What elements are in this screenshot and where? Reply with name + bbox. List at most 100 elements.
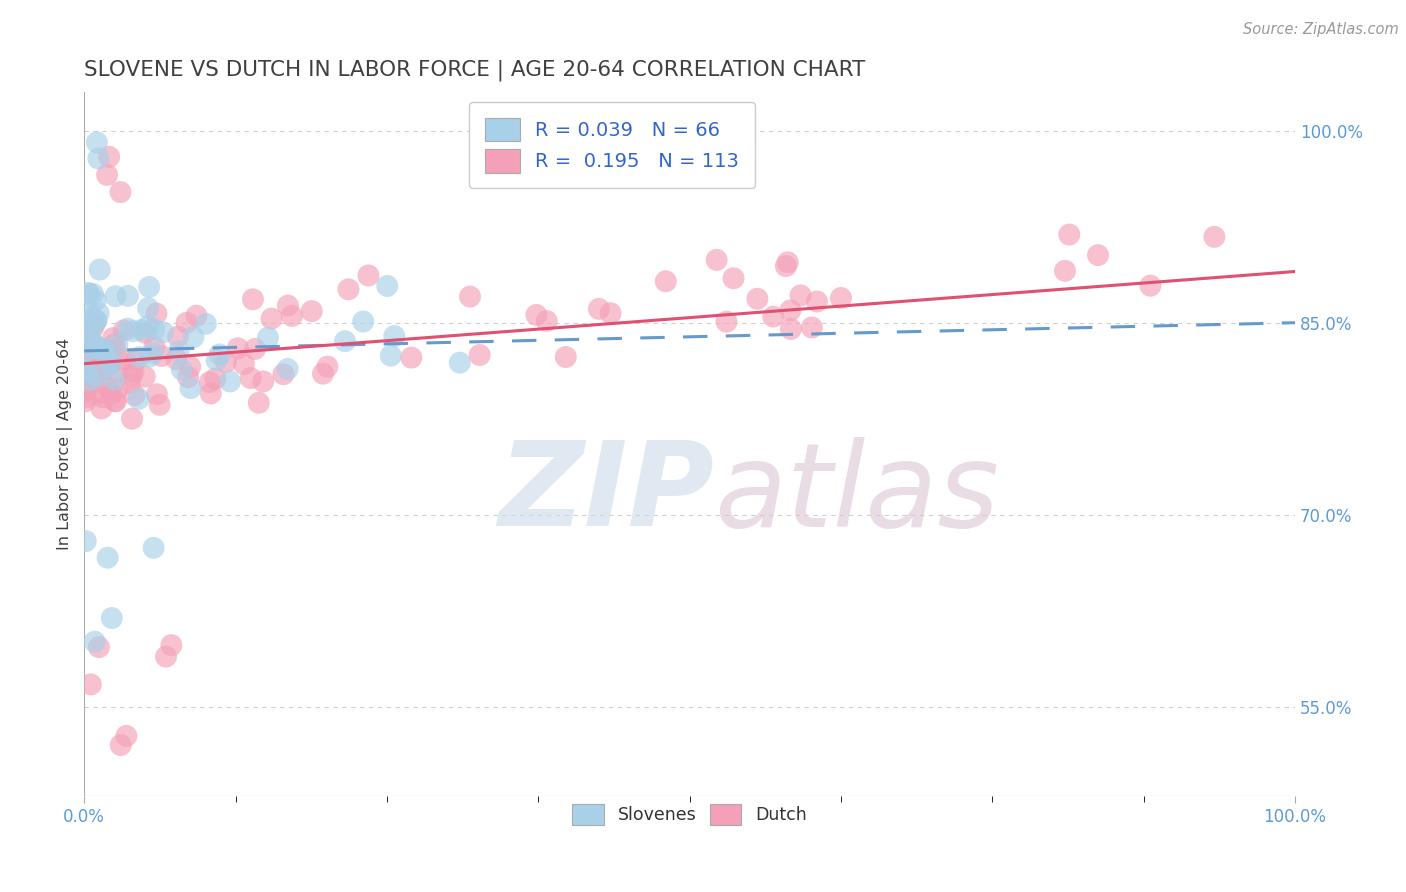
- Point: [120, 376, 142, 390]
- Point: [155, 649, 177, 664]
- Point: [84, 355, 107, 369]
- Text: ZIP: ZIP: [498, 436, 714, 551]
- Point: [179, 381, 201, 395]
- Point: [79, 334, 101, 349]
- Point: [104, 394, 127, 409]
- Point: [1139, 278, 1161, 293]
- Point: [1057, 227, 1080, 242]
- Point: [1204, 230, 1226, 244]
- Point: [524, 308, 547, 322]
- Text: SLOVENE VS DUTCH IN LABOR FORCE | AGE 20-64 CORRELATION CHART: SLOVENE VS DUTCH IN LABOR FORCE | AGE 20…: [84, 60, 866, 81]
- Point: [145, 306, 167, 320]
- Point: [83, 634, 105, 648]
- Point: [75, 343, 97, 358]
- Point: [706, 252, 728, 267]
- Point: [77, 314, 100, 328]
- Point: [80, 355, 103, 369]
- Point: [152, 326, 174, 340]
- Point: [101, 386, 124, 401]
- Point: [114, 352, 136, 367]
- Point: [458, 290, 481, 304]
- Point: [599, 306, 621, 320]
- Point: [257, 331, 280, 345]
- Point: [103, 337, 125, 351]
- Point: [80, 677, 103, 691]
- Point: [90, 401, 112, 416]
- Point: [260, 311, 283, 326]
- Point: [80, 336, 103, 351]
- Point: [105, 364, 128, 378]
- Point: [79, 331, 101, 345]
- Point: [775, 259, 797, 273]
- Point: [98, 357, 121, 371]
- Point: [239, 371, 262, 385]
- Point: [131, 323, 153, 337]
- Point: [312, 367, 335, 381]
- Point: [100, 356, 122, 370]
- Point: [789, 288, 811, 302]
- Point: [166, 352, 188, 367]
- Point: [780, 322, 803, 336]
- Point: [97, 352, 120, 367]
- Point: [183, 330, 205, 344]
- Point: [136, 301, 159, 315]
- Point: [86, 313, 108, 327]
- Point: [468, 348, 491, 362]
- Point: [89, 385, 111, 400]
- Point: [83, 358, 105, 372]
- Point: [208, 347, 231, 361]
- Text: Source: ZipAtlas.com: Source: ZipAtlas.com: [1243, 22, 1399, 37]
- Point: [252, 375, 274, 389]
- Text: atlas: atlas: [714, 437, 998, 550]
- Point: [149, 398, 172, 412]
- Point: [232, 357, 254, 371]
- Point: [79, 373, 101, 387]
- Point: [138, 280, 160, 294]
- Point: [243, 342, 266, 356]
- Point: [146, 387, 169, 401]
- Point: [747, 292, 769, 306]
- Point: [84, 342, 107, 356]
- Point: [128, 392, 150, 406]
- Point: [124, 388, 146, 402]
- Point: [122, 365, 145, 379]
- Point: [380, 349, 402, 363]
- Point: [104, 289, 127, 303]
- Point: [77, 285, 100, 300]
- Point: [75, 376, 97, 391]
- Point: [382, 329, 405, 343]
- Point: [143, 340, 166, 354]
- Point: [226, 341, 249, 355]
- Point: [96, 168, 118, 182]
- Point: [150, 349, 173, 363]
- Point: [333, 334, 356, 349]
- Point: [76, 364, 98, 378]
- Point: [80, 354, 103, 368]
- Point: [143, 322, 166, 336]
- Point: [104, 343, 127, 358]
- Point: [138, 350, 160, 364]
- Point: [554, 350, 576, 364]
- Point: [375, 279, 398, 293]
- Point: [98, 150, 121, 164]
- Point: [91, 367, 114, 381]
- Point: [830, 291, 852, 305]
- Point: [87, 640, 110, 655]
- Legend: Slovenes, Dutch: Slovenes, Dutch: [564, 795, 815, 833]
- Point: [89, 366, 111, 380]
- Point: [167, 344, 190, 359]
- Point: [167, 329, 190, 343]
- Point: [124, 354, 146, 368]
- Point: [117, 289, 139, 303]
- Point: [89, 262, 111, 277]
- Point: [655, 274, 678, 288]
- Point: [83, 371, 105, 385]
- Point: [186, 309, 208, 323]
- Point: [352, 314, 374, 328]
- Point: [110, 738, 132, 752]
- Point: [194, 317, 217, 331]
- Point: [273, 368, 295, 382]
- Point: [101, 611, 124, 625]
- Point: [301, 304, 323, 318]
- Point: [177, 370, 200, 384]
